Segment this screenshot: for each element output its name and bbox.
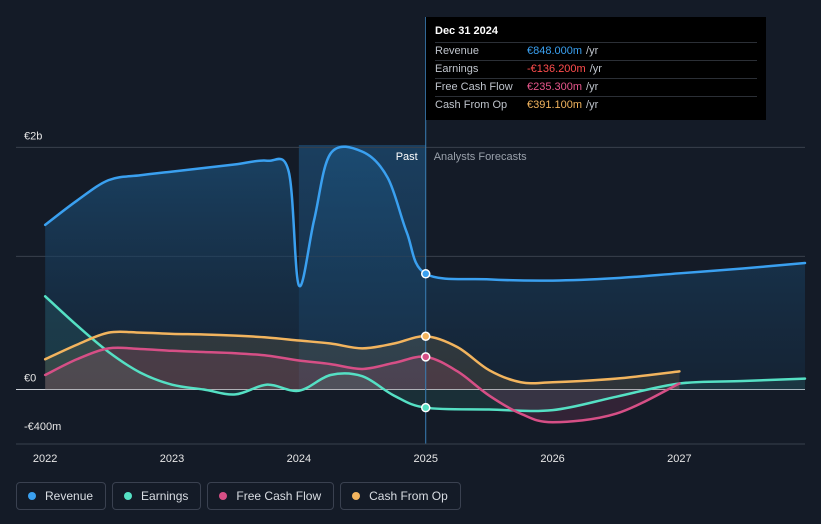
x-tick-label: 2022 (33, 453, 57, 465)
legend-label: Cash From Op (369, 489, 448, 503)
x-tick-label: 2024 (287, 453, 311, 465)
tooltip-value: €391.100m (527, 99, 583, 111)
revenue-area (45, 146, 806, 390)
cash-from-op-line (43, 330, 681, 385)
tooltip-unit: /yr (586, 99, 599, 111)
free-cash-flow-dot-icon (219, 492, 228, 500)
cash-from-op-marker (420, 331, 431, 342)
series-areas (45, 146, 806, 423)
tooltip-date: Dec 31 2024 (435, 25, 498, 37)
earnings-dot-icon (124, 492, 133, 500)
x-tick-label: 2027 (667, 453, 691, 465)
free-cash-flow-line (43, 346, 681, 424)
tooltip-unit: /yr (586, 81, 599, 93)
tooltip-unit: /yr (586, 45, 599, 57)
cash-from-op-dot-icon (352, 492, 361, 500)
legend-label: Revenue (45, 489, 94, 503)
tooltip-row-cash-from-op: Cash From Op €391.100m /yr (435, 96, 757, 114)
tooltip-row-free-cash-flow: Free Cash Flow €235.300m /yr (435, 78, 757, 96)
x-tick-label: 2023 (160, 453, 184, 465)
tooltip-label: Earnings (435, 63, 479, 75)
legend-label: Free Cash Flow (236, 489, 322, 503)
revenue-marker (420, 269, 431, 279)
analysts-forecasts-label: Analysts Forecasts (434, 151, 527, 163)
tooltip-label: Free Cash Flow (435, 81, 513, 93)
free-cash-flow-marker (420, 352, 431, 362)
legend-item-free-cash-flow[interactable]: Free Cash Flow (207, 482, 335, 510)
tooltip-label: Revenue (435, 45, 480, 57)
cash-from-op-area (45, 331, 680, 390)
free-cash-flow-area (45, 347, 680, 423)
tooltip: Dec 31 2024 Revenue €848.000m /yr Earnin… (426, 17, 766, 120)
past-label: Past (396, 151, 418, 163)
y-tick-label: -€400m (24, 421, 61, 433)
x-tick-label: 2025 (413, 453, 437, 465)
tooltip-row-revenue: Revenue €848.000m /yr (435, 42, 757, 60)
series-lines (43, 145, 807, 424)
legend-item-cash-from-op[interactable]: Cash From Op (340, 482, 461, 510)
y-tick-label: €0 (24, 373, 36, 385)
y-axis-labels: €2b €0 -€400m (24, 130, 61, 433)
revenue-line (43, 145, 807, 288)
legend-item-revenue[interactable]: Revenue (16, 482, 107, 510)
tooltip-unit: /yr (589, 63, 602, 75)
x-tick-label: 2026 (540, 453, 564, 465)
tooltip-label: Cash From Op (435, 99, 508, 111)
tooltip-row-earnings: Earnings -€136.200m /yr (435, 60, 757, 78)
earnings-line (43, 295, 807, 413)
tooltip-value: €848.000m (527, 45, 583, 57)
legend-label: Earnings (141, 489, 189, 503)
x-axis-labels: 2022 2023 2024 2025 2026 2027 (33, 453, 692, 465)
revenue-dot-icon (28, 492, 36, 500)
tooltip-value: -€136.200m (527, 63, 586, 75)
y-tick-label: €2b (24, 130, 42, 142)
legend-item-earnings[interactable]: Earnings (112, 482, 202, 510)
series-markers (420, 269, 431, 413)
legend: Revenue Earnings Free Cash Flow Cash Fro… (16, 482, 461, 510)
tooltip-value: €235.300m (527, 81, 583, 93)
earnings-marker (420, 402, 431, 413)
